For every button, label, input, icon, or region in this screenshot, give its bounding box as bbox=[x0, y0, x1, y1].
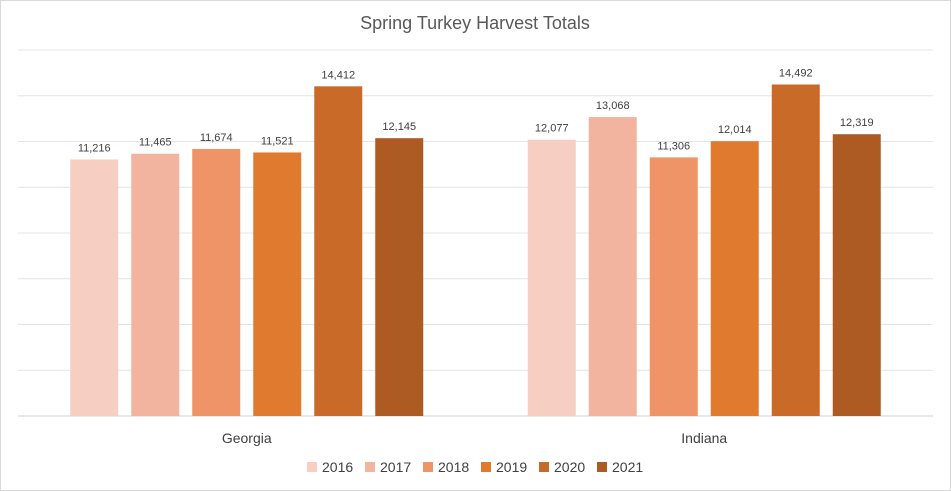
data-label: 12,319 bbox=[840, 117, 874, 129]
bar-indiana-2017 bbox=[588, 117, 637, 416]
legend-label: 2019 bbox=[496, 459, 527, 475]
data-label: 11,306 bbox=[657, 140, 690, 152]
legend-label: 2020 bbox=[554, 459, 585, 475]
category-label: Indiana bbox=[681, 430, 727, 446]
legend-swatch bbox=[481, 462, 491, 472]
legend: 2016 2017 2018 2019 2020 2021 bbox=[307, 459, 643, 475]
legend-label: 2016 bbox=[322, 459, 353, 475]
data-label: 12,014 bbox=[718, 124, 752, 136]
category-label: Georgia bbox=[222, 430, 272, 446]
data-label: 11,674 bbox=[200, 132, 233, 144]
bar-georgia-2021 bbox=[375, 138, 424, 417]
data-label: 11,521 bbox=[261, 135, 294, 147]
data-label: 11,216 bbox=[78, 142, 111, 154]
chart-title: Spring Turkey Harvest Totals bbox=[360, 13, 590, 33]
bar-indiana-2016 bbox=[527, 139, 576, 416]
legend-label: 2021 bbox=[612, 459, 643, 475]
data-label: 14,412 bbox=[321, 69, 355, 81]
data-label: 14,492 bbox=[779, 67, 813, 79]
bar-indiana-2021 bbox=[832, 134, 881, 416]
data-label: 13,068 bbox=[596, 100, 630, 112]
data-label: 12,077 bbox=[535, 123, 569, 135]
data-label: 11,465 bbox=[139, 137, 172, 149]
legend-label: 2017 bbox=[380, 459, 411, 475]
legend-label: 2018 bbox=[438, 459, 469, 475]
legend-swatch bbox=[597, 462, 607, 472]
legend-swatch bbox=[423, 462, 433, 472]
bar-georgia-2018 bbox=[192, 148, 241, 416]
legend-swatch bbox=[365, 462, 375, 472]
bar-georgia-2019 bbox=[253, 152, 302, 416]
bar-georgia-2016 bbox=[70, 159, 119, 416]
bars bbox=[70, 84, 881, 417]
legend-swatch bbox=[539, 462, 549, 472]
bar-indiana-2020 bbox=[771, 84, 820, 417]
data-labels: 11,216 11,465 11,674 11,521 14,412 12,145 12,0… bbox=[78, 67, 874, 154]
category-labels: Georgia Indiana bbox=[222, 430, 728, 446]
bar-indiana-2018 bbox=[649, 157, 698, 416]
data-label: 12,145 bbox=[382, 121, 416, 133]
bar-indiana-2019 bbox=[710, 141, 759, 416]
legend-swatch bbox=[307, 462, 317, 472]
bar-georgia-2017 bbox=[131, 153, 180, 416]
bar-georgia-2020 bbox=[314, 86, 363, 416]
